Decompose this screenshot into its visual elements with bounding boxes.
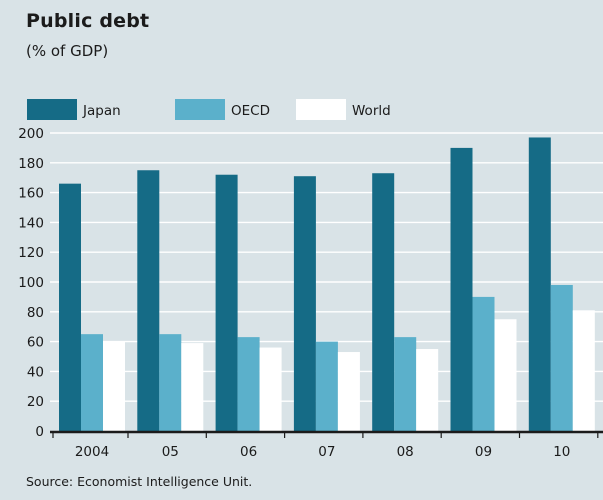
- bar-japan: [293, 176, 316, 431]
- bar-oecd: [550, 284, 573, 431]
- y-tick-label: 100: [18, 275, 44, 291]
- bar-oecd: [315, 341, 338, 431]
- bar-japan: [59, 183, 81, 431]
- y-axis-labels: 0 20 40 60 80 100 120 140 160 180 200: [18, 126, 44, 440]
- legend-label-japan: Japan: [82, 103, 121, 119]
- bar-world: [572, 310, 595, 431]
- bar-oecd: [81, 334, 103, 431]
- x-tick-label: 05: [162, 444, 179, 460]
- y-tick-label: 20: [27, 394, 44, 410]
- bar-world: [259, 347, 282, 431]
- legend-swatch-japan: [27, 99, 77, 120]
- y-tick-label: 160: [18, 186, 44, 202]
- chart-title: Public debt: [26, 10, 150, 32]
- y-tick-label: 200: [18, 126, 44, 142]
- x-tick-label: 10: [553, 444, 570, 460]
- legend-swatch-world: [296, 99, 346, 120]
- bar-oecd: [394, 337, 417, 431]
- y-tick-label: 60: [27, 335, 44, 351]
- bar-japan: [137, 170, 160, 431]
- bar-japan: [528, 137, 551, 431]
- x-tick-label: 08: [397, 444, 414, 460]
- legend-swatch-oecd: [175, 99, 225, 120]
- bar-world: [494, 319, 517, 431]
- bar-japan: [450, 147, 473, 431]
- bar-world: [337, 352, 360, 431]
- bar-japan: [215, 174, 238, 431]
- y-tick-label: 0: [35, 424, 44, 440]
- y-tick-label: 180: [18, 156, 44, 172]
- y-tick-label: 120: [18, 245, 44, 261]
- bar-world: [416, 349, 439, 431]
- x-tick-label: 07: [318, 444, 335, 460]
- x-tick-label: 09: [475, 444, 492, 460]
- bar-oecd: [237, 337, 260, 431]
- x-axis: 2004 05 06 07 08 09 10: [50, 430, 603, 460]
- bar-oecd: [159, 334, 182, 431]
- bar-world: [103, 341, 125, 431]
- bar-oecd: [472, 296, 495, 431]
- bar-japan: [372, 173, 395, 432]
- bar-chart: 0 20 40 60 80 100 120 140 160 180 200 2004 05 06 07 08…: [18, 99, 603, 460]
- chart-subtitle: (% of GDP): [26, 42, 109, 60]
- x-tick-label: 2004: [75, 444, 109, 460]
- source-note: Source: Economist Intelligence Unit.: [26, 474, 253, 489]
- x-tick-label: 06: [240, 444, 257, 460]
- y-tick-label: 80: [27, 305, 44, 321]
- legend-label-oecd: OECD: [231, 103, 270, 119]
- bar-world: [181, 343, 204, 431]
- y-tick-label: 140: [18, 215, 44, 231]
- legend-label-world: World: [352, 103, 391, 119]
- bars: [59, 137, 595, 432]
- legend: Japan OECD World: [27, 99, 391, 120]
- y-tick-label: 40: [27, 364, 44, 380]
